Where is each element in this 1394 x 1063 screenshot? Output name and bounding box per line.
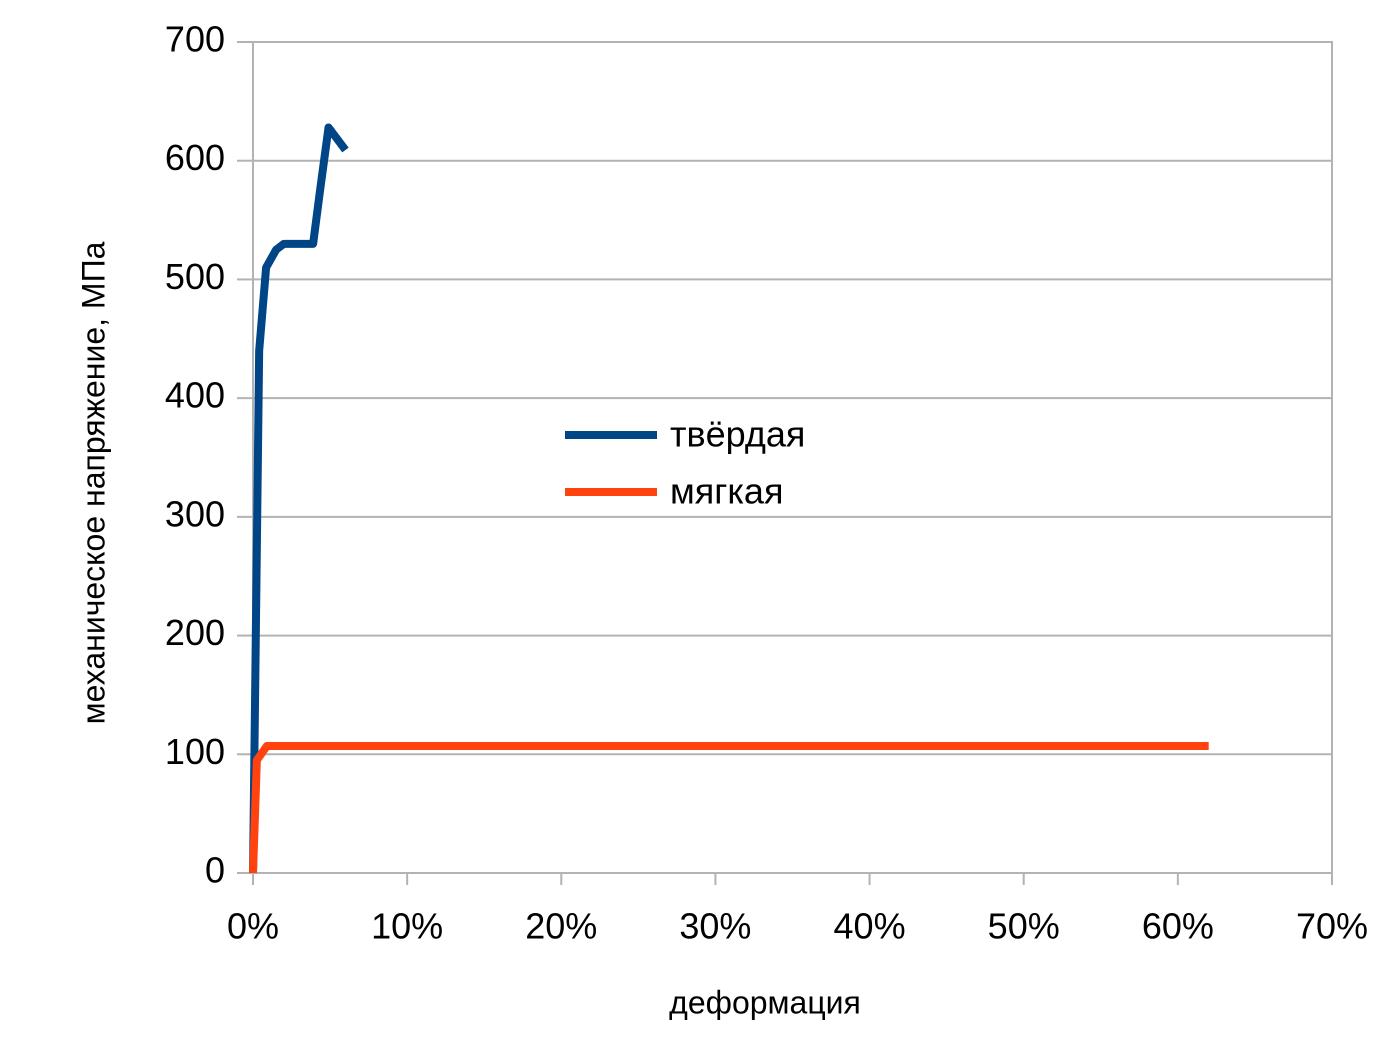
legend-label: твёрдая bbox=[670, 414, 805, 455]
y-tick-label: 600 bbox=[165, 137, 225, 178]
x-tick-label: 30% bbox=[679, 906, 751, 947]
series-line bbox=[249, 123, 349, 874]
x-tick-label: 50% bbox=[988, 906, 1060, 947]
y-tick-label: 300 bbox=[165, 493, 225, 534]
series-line bbox=[249, 741, 1209, 874]
y-tick-label: 700 bbox=[165, 19, 225, 60]
y-tick-label: 0 bbox=[205, 850, 225, 891]
y-tick-label: 500 bbox=[165, 256, 225, 297]
plot-frame bbox=[252, 41, 1333, 874]
y-tick-label: 200 bbox=[165, 612, 225, 653]
x-axis-title: деформация bbox=[669, 984, 861, 1020]
x-tick-label: 0% bbox=[227, 906, 279, 947]
y-tick-label: 100 bbox=[165, 731, 225, 772]
x-tick-label: 60% bbox=[1142, 906, 1214, 947]
x-tick-label: 10% bbox=[371, 906, 443, 947]
x-tick-label: 20% bbox=[525, 906, 597, 947]
legend-label: мягкая bbox=[670, 471, 783, 512]
y-axis-title: механическое напряжение, МПа bbox=[75, 241, 111, 724]
x-tick-label: 70% bbox=[1296, 906, 1368, 947]
y-tick-label: 400 bbox=[165, 375, 225, 416]
x-tick-label: 40% bbox=[834, 906, 906, 947]
